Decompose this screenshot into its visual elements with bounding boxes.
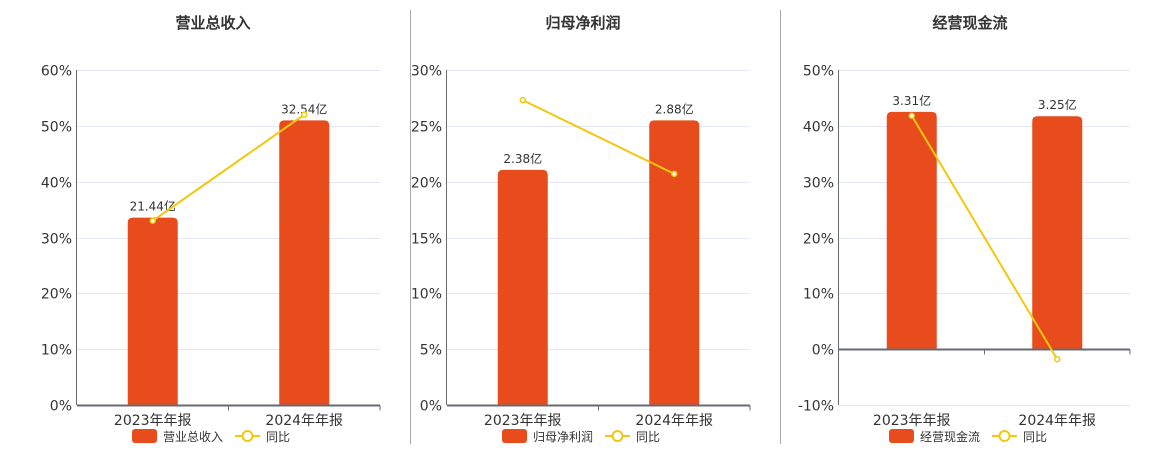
line-point: [301, 111, 308, 118]
x-tick-label: 2023年年报: [873, 413, 951, 429]
y-tick-label: 0%: [50, 399, 72, 415]
y-tick-label: 50%: [41, 120, 72, 136]
legend-bar-label: 归母净利润: [533, 430, 593, 444]
bar-value-label: 2.38亿: [503, 151, 542, 166]
line-point: [671, 170, 678, 178]
legend-bar-swatch: [889, 429, 914, 443]
line-series: [152, 113, 305, 222]
legend-bar-swatch: [132, 429, 157, 443]
x-tick-label: 2023年年报: [114, 413, 192, 429]
y-tick-label: 20%: [41, 287, 72, 303]
x-tick-label: 2024年年报: [635, 413, 713, 429]
bar: [1032, 116, 1083, 350]
line-point: [908, 112, 915, 120]
y-tick-label: 40%: [803, 120, 834, 136]
y-tick-label: 40%: [41, 176, 72, 192]
y-tick-label: 25%: [411, 120, 442, 136]
y-tick-label: 20%: [411, 176, 442, 192]
line-series: [910, 115, 1059, 360]
bar: [649, 120, 700, 406]
y-tick-label: 15%: [411, 232, 442, 248]
y-tick-label: 60%: [41, 64, 72, 80]
legend-line-marker: [998, 430, 1011, 442]
line-point: [1054, 355, 1061, 363]
bar: [497, 169, 548, 406]
y-tick-label: 30%: [41, 232, 72, 248]
y-tick-label: 10%: [41, 343, 72, 359]
y-tick-label: 0%: [420, 399, 442, 415]
chart-title: 经营现金流: [932, 14, 1007, 32]
y-tick-label: 10%: [411, 287, 442, 303]
legend-bar-label: 营业总收入: [163, 430, 223, 444]
line-series: [522, 99, 675, 175]
x-tick-label: 2024年年报: [265, 413, 343, 429]
line-point: [149, 217, 156, 224]
bar-value-label: 32.54亿: [281, 101, 327, 116]
legend-bar-label: 经营现金流: [920, 429, 980, 444]
bar-value-label: 3.25亿: [1038, 97, 1077, 112]
y-tick-label: 0%: [812, 343, 834, 359]
legend-line-label: 同比: [266, 430, 290, 444]
bar-value-label: 2.88亿: [655, 101, 694, 116]
legend-line-marker: [241, 430, 254, 442]
x-tick-label: 2024年年报: [1018, 413, 1096, 429]
y-tick-label: 30%: [411, 64, 442, 80]
y-tick-label: -10%: [798, 399, 834, 415]
y-tick-label: 50%: [803, 64, 834, 80]
chart-title: 营业总收入: [175, 14, 250, 32]
legend-line-label: 同比: [1023, 430, 1047, 444]
y-tick-label: 10%: [803, 287, 834, 303]
y-tick-label: 30%: [803, 176, 834, 192]
legend-bar-swatch: [502, 429, 527, 443]
bar: [886, 111, 937, 350]
legend-line-label: 同比: [636, 430, 660, 444]
line-point: [519, 96, 526, 104]
bar-value-label: 21.44亿: [130, 199, 176, 214]
y-tick-label: 20%: [803, 232, 834, 248]
bar: [279, 120, 330, 406]
y-tick-label: 5%: [420, 343, 442, 359]
x-tick-label: 2023年年报: [484, 413, 562, 429]
bar-value-label: 3.31亿: [892, 93, 931, 108]
chart-title: 归母净利润: [545, 14, 620, 32]
bar: [127, 217, 178, 406]
legend-line-marker: [611, 430, 624, 442]
